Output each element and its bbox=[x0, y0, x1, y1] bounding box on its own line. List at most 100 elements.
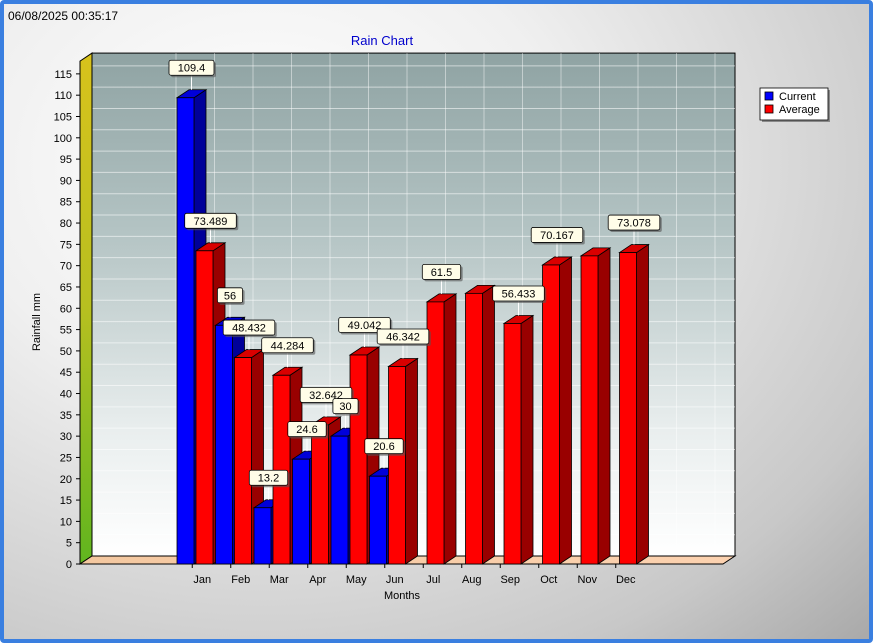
data-label-box bbox=[492, 285, 545, 302]
data-label-box bbox=[364, 438, 404, 455]
x-tick-label: Sep bbox=[500, 574, 520, 586]
x-tick-label: Dec bbox=[616, 574, 636, 586]
bar-current-may bbox=[330, 435, 349, 565]
legend-swatch-average bbox=[764, 104, 774, 114]
x-tick-label: Jan bbox=[193, 574, 211, 586]
y-tick-label: 15 bbox=[60, 495, 72, 507]
x-tick-label: Nov bbox=[577, 574, 597, 586]
y-tick-label: 5 bbox=[66, 538, 72, 550]
chart-title: Rain Chart bbox=[351, 33, 414, 48]
x-axis-title: Months bbox=[384, 590, 421, 602]
bar-side-average-oct bbox=[559, 256, 572, 565]
x-tick-label: Mar bbox=[270, 574, 289, 586]
bar-side-average-aug bbox=[482, 284, 495, 565]
x-tick-label: Oct bbox=[540, 574, 557, 586]
bar-average-oct bbox=[542, 264, 560, 565]
legend bbox=[759, 87, 829, 121]
data-label: 70.167 bbox=[540, 230, 574, 242]
y-tick-label: 50 bbox=[60, 346, 72, 358]
data-label-box bbox=[376, 328, 430, 345]
data-label: 56.433 bbox=[502, 288, 536, 300]
y-tick-label: 85 bbox=[60, 197, 72, 209]
y-tick-label: 105 bbox=[54, 111, 72, 123]
bar-current-mar bbox=[253, 507, 272, 565]
bar-current-jun bbox=[369, 475, 387, 565]
data-label-box bbox=[607, 214, 661, 231]
rain-chart: 0 5 10 15 20 25 30 35 40 45 50 55 60 65 70 75 80 85 90 95 10… bbox=[31, 33, 830, 602]
y-tick-label: 115 bbox=[54, 69, 72, 81]
x-tick-label: May bbox=[346, 574, 367, 586]
data-label: 109.4 bbox=[178, 63, 206, 75]
bar-average-jan bbox=[195, 250, 214, 565]
data-label: 73.078 bbox=[617, 218, 651, 230]
y-tick-label: 80 bbox=[60, 218, 72, 230]
bar-average-may bbox=[349, 354, 368, 565]
data-label-box bbox=[338, 317, 391, 333]
legend-label-average: Average bbox=[779, 104, 820, 116]
x-tick-label: Aug bbox=[462, 574, 482, 586]
data-label-box bbox=[248, 469, 289, 486]
bar-average-sep bbox=[503, 323, 522, 565]
data-label: 44.284 bbox=[271, 340, 305, 352]
bar-average-jun bbox=[388, 366, 406, 565]
data-label: 48.432 bbox=[232, 323, 266, 335]
bar-average-feb bbox=[234, 357, 252, 565]
bar-side-average-dec bbox=[636, 243, 649, 565]
data-label: 61.5 bbox=[431, 267, 452, 279]
y-tick-label: 70 bbox=[60, 261, 72, 273]
bar-average-nov bbox=[580, 255, 599, 565]
y-tick-label: 45 bbox=[60, 367, 72, 379]
left-wall bbox=[79, 52, 93, 565]
bar-current-apr bbox=[292, 458, 310, 565]
y-tick-label: 20 bbox=[60, 474, 72, 486]
bar-average-apr bbox=[311, 424, 329, 565]
data-label-box bbox=[222, 319, 276, 336]
legend-label-current: Current bbox=[779, 91, 816, 103]
data-label: 73.489 bbox=[194, 216, 228, 228]
data-label-box bbox=[216, 287, 243, 304]
bar-average-aug bbox=[465, 292, 483, 565]
y-tick-label: 35 bbox=[60, 410, 72, 422]
bar-side-average-sep bbox=[520, 314, 534, 565]
legend-swatch-current bbox=[764, 91, 774, 101]
y-tick-label: 65 bbox=[60, 282, 72, 294]
bar-side-average-jun bbox=[405, 357, 418, 565]
x-tick-label: Apr bbox=[309, 574, 326, 586]
bar-side-average-nov bbox=[597, 247, 611, 565]
data-label: 56 bbox=[224, 290, 236, 302]
y-tick-label: 60 bbox=[60, 303, 72, 315]
y-tick-label: 55 bbox=[60, 325, 72, 337]
data-label-box bbox=[530, 227, 584, 243]
bar-average-mar bbox=[272, 374, 291, 565]
bar-current-jan bbox=[176, 97, 195, 565]
timestamp: 06/08/2025 00:35:17 bbox=[8, 9, 119, 23]
data-label: 46.342 bbox=[386, 331, 420, 343]
data-label-box bbox=[261, 337, 314, 354]
bar-average-dec bbox=[619, 252, 637, 565]
y-tick-label: 100 bbox=[54, 133, 72, 145]
bar-average-jul bbox=[426, 301, 445, 565]
y-tick-label: 40 bbox=[60, 389, 72, 401]
bar-current-feb bbox=[215, 324, 233, 565]
x-tick-label: Feb bbox=[231, 574, 250, 586]
data-label-box bbox=[184, 212, 237, 229]
data-label-box bbox=[287, 421, 327, 438]
y-tick-label: 75 bbox=[60, 239, 72, 251]
data-label: 24.6 bbox=[296, 424, 317, 436]
y-tick-label: 95 bbox=[60, 154, 72, 166]
x-tick-label: Jun bbox=[386, 574, 404, 586]
y-tick-label: 25 bbox=[60, 452, 72, 464]
x-tick-label: Jul bbox=[426, 574, 440, 586]
data-label-box bbox=[421, 263, 462, 280]
bar-side-average-jul bbox=[443, 293, 457, 565]
data-label: 30 bbox=[339, 401, 351, 413]
data-label-box bbox=[168, 59, 215, 76]
data-label-box bbox=[332, 398, 359, 415]
y-tick-label: 90 bbox=[60, 175, 72, 187]
y-tick-label: 110 bbox=[54, 90, 72, 102]
data-label: 13.2 bbox=[258, 473, 279, 485]
data-label: 20.6 bbox=[373, 441, 394, 453]
data-label: 49.042 bbox=[348, 320, 382, 332]
y-tick-label: 0 bbox=[66, 559, 72, 571]
